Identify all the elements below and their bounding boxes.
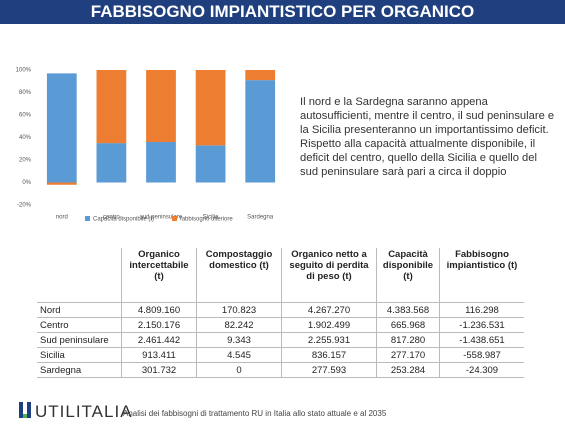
header-cell: Organico intercettabile (t) [121, 248, 197, 303]
legend-swatch [172, 216, 178, 221]
header-cell: Fabbisogno impiantistico (t) [439, 248, 524, 303]
table-cell: 301.732 [121, 362, 197, 378]
table-cell: 1.902.499 [281, 317, 377, 333]
table-cell: 913.411 [121, 347, 197, 363]
x-tick-label: nord [56, 215, 68, 221]
y-tick-label: 0% [22, 180, 31, 186]
table-cell: 2.150.176 [121, 317, 197, 333]
x-tick-label: Sicilia [203, 215, 219, 221]
table-row: Sicilia 913.411 4.545 836.157 277.170 -558.98… [37, 347, 524, 363]
y-tick-label: 60% [19, 113, 32, 119]
logo-icon [19, 402, 31, 418]
logo: UTILITALIA [18, 401, 133, 422]
table-cell: -558.987 [439, 347, 524, 363]
table: Organico intercettabile (t) Compostaggio … [37, 248, 524, 378]
table-row: Sud peninsulare 2.461.442 9.343 2.255.931 81… [37, 332, 524, 348]
bar-segment [46, 182, 77, 185]
bar-segment [96, 143, 127, 183]
legend-label: fabbisogno ulteriore [180, 217, 233, 223]
table-cell: 4.267.270 [281, 302, 377, 318]
bar-segment [146, 142, 176, 183]
table-cell: Sud peninsulare [37, 332, 122, 348]
table-cell: -1.438.651 [439, 332, 524, 348]
y-tick-label: 20% [19, 158, 32, 164]
table-header: Organico intercettabile (t) Compostaggio … [37, 248, 524, 303]
bar-segment [146, 70, 176, 142]
table-row: Sardegna 301.732 0 277.593 253.284 -24.309 [37, 362, 524, 378]
bar-segment [195, 145, 226, 183]
table-cell: 4.545 [196, 347, 282, 363]
slide-title: FABBISOGNO IMPIANTISTICO PER ORGANICO [0, 0, 565, 24]
table-cell: Sicilia [37, 347, 122, 363]
bar-segment [46, 73, 77, 183]
table-cell: Nord [37, 302, 122, 318]
table-cell: 2.255.931 [281, 332, 377, 348]
header-cell [37, 248, 122, 303]
header-cell: Compostaggio domestico (t) [196, 248, 282, 303]
table-cell: 170.823 [196, 302, 282, 318]
x-tick-label: centro [103, 215, 120, 221]
table-cell: Centro [37, 317, 122, 333]
table-cell: Sardegna [37, 362, 122, 378]
table-cell: 116.298 [439, 302, 524, 318]
chart: -20% 0% 20% 40% 60% 80% 100% nord centro sud peni… [16, 68, 276, 223]
bar-segment [195, 70, 226, 146]
bar-segment [245, 70, 276, 81]
table-cell: 277.593 [281, 362, 377, 378]
bar-segment [96, 70, 127, 144]
logo-text: UTILITALIA [35, 402, 133, 421]
bar-segment [245, 80, 276, 183]
table-cell: 0 [196, 362, 282, 378]
y-tick-label: 80% [19, 90, 32, 96]
table-cell: 817.280 [376, 332, 440, 348]
header-cell: Capacità disponibile (t) [376, 248, 440, 303]
table-cell: -24.309 [439, 362, 524, 378]
legend-swatch [85, 216, 90, 221]
table-cell: 836.157 [281, 347, 377, 363]
table-row: Centro 2.150.176 82.242 1.902.499 665.968 -1.… [37, 317, 524, 333]
paragraph: Il nord e la Sardegna saranno appena aut… [300, 96, 555, 178]
table-cell: 253.284 [376, 362, 440, 378]
x-tick-label: sud peninsulare [140, 215, 183, 221]
table-cell: 9.343 [196, 332, 282, 348]
x-tick-label: Sardegna [247, 215, 274, 221]
table-cell: 4.809.160 [121, 302, 197, 318]
table-cell: 277.170 [376, 347, 440, 363]
table-cell: 4.383.568 [376, 302, 440, 318]
header-cell: Organico netto a seguito di perdita di p… [281, 248, 377, 303]
y-tick-label: 40% [19, 135, 32, 141]
table-cell: 665.968 [376, 317, 440, 333]
table-cell: 2.461.442 [121, 332, 197, 348]
table-row: Nord 4.809.160 170.823 4.267.270 4.383.568 11… [37, 302, 524, 318]
caption: Analisi dei fabbisogni di trattamento RU… [123, 409, 387, 418]
table-cell: -1.236.531 [439, 317, 524, 333]
y-tick-label: 100% [16, 68, 32, 74]
y-tick-label: -20% [17, 203, 32, 209]
legend-label: Capacità disponibile (t) [93, 217, 154, 223]
table-cell: 82.242 [196, 317, 282, 333]
